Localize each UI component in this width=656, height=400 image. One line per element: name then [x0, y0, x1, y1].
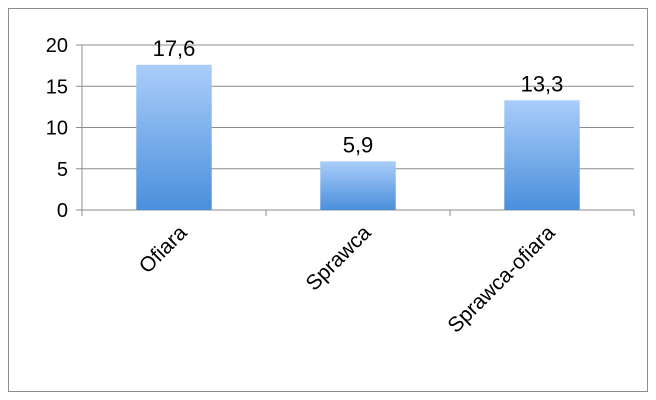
bar-ofiara: [136, 64, 212, 210]
category-label: Ofiara: [135, 221, 192, 278]
category-label: Sprawca: [301, 221, 375, 295]
y-tick-label: 20: [46, 35, 68, 57]
bar-sprawca-ofiara: [504, 100, 580, 210]
y-tick-label: 5: [57, 159, 68, 181]
category-label: Sprawca-ofiara: [443, 221, 559, 337]
data-label: 5,9: [343, 132, 374, 157]
data-label: 17,6: [153, 36, 196, 61]
y-tick-label: 10: [46, 118, 68, 140]
labels: 0 5 10 15 20 17,6 Ofiara 5,9 Sprawca 13,3 Sprawca-…: [46, 35, 564, 337]
y-tick-label: 0: [57, 200, 68, 222]
data-label: 13,3: [521, 71, 564, 96]
bar-sprawca: [320, 161, 396, 210]
y-tick-label: 15: [46, 76, 68, 98]
bars: [136, 64, 580, 210]
